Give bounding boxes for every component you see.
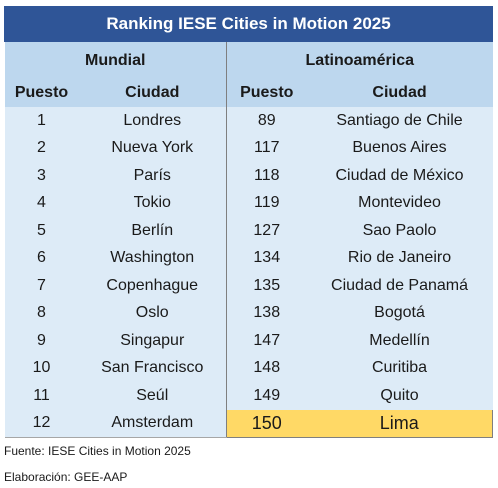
latam-city-cell: Ciudad de Panamá <box>306 272 493 300</box>
latam-city-cell: Lima <box>306 409 494 438</box>
table-row: 9 Singapur 147 Medellín <box>4 327 493 355</box>
table-row: 3 París 118 Ciudad de México <box>4 162 493 190</box>
column-header-row: Puesto Ciudad Puesto Ciudad <box>4 79 493 107</box>
world-rank-cell: 12 <box>4 409 79 438</box>
latam-city-cell: Sao Paolo <box>306 217 493 245</box>
table-title: Ranking IESE Cities in Motion 2025 <box>3 6 494 42</box>
world-city-cell: Tokio <box>78 189 227 217</box>
column-header-latam-city: Ciudad <box>306 79 493 107</box>
column-header-world-rank: Puesto <box>4 79 79 107</box>
latam-city-cell: Quito <box>306 382 493 410</box>
column-header-world-city: Ciudad <box>78 79 227 107</box>
world-city-cell: Seúl <box>78 382 227 410</box>
source-note: Fuente: IESE Cities in Motion 2025 <box>4 444 191 458</box>
latam-city-cell: Rio de Janeiro <box>306 244 493 272</box>
latam-city-cell: Ciudad de México <box>306 162 493 190</box>
latam-rank-cell: 134 <box>226 244 307 272</box>
table-row: 8 Oslo 138 Bogotá <box>4 299 493 327</box>
latam-city-cell: Santiago de Chile <box>306 107 493 135</box>
world-city-cell: Oslo <box>78 299 227 327</box>
world-rank-cell: 5 <box>4 217 79 245</box>
world-rank-cell: 2 <box>4 134 79 162</box>
world-city-cell: París <box>78 162 227 190</box>
table-row: 4 Tokio 119 Montevideo <box>4 189 493 217</box>
group-header-latam: Latinoamérica <box>225 41 493 79</box>
table-row: 11 Seúl 149 Quito <box>4 382 493 410</box>
world-city-cell: Amsterdam <box>78 409 227 438</box>
latam-city-cell: Buenos Aires <box>306 134 493 162</box>
latam-rank-cell: 150 <box>226 409 307 438</box>
group-header-world: Mundial <box>4 41 227 79</box>
world-city-cell: Singapur <box>78 327 227 355</box>
latam-city-cell: Curitiba <box>306 354 493 382</box>
world-rank-cell: 7 <box>4 272 79 300</box>
group-row: Mundial Latinoamérica <box>4 41 493 79</box>
latam-rank-cell: 148 <box>226 354 307 382</box>
latam-rank-cell: 118 <box>226 162 307 190</box>
table-row: 5 Berlín 127 Sao Paolo <box>4 217 493 245</box>
world-city-cell: San Francisco <box>78 354 227 382</box>
table-row: 12 Amsterdam 150 Lima <box>4 409 494 438</box>
table-row: 10 San Francisco 148 Curitiba <box>4 354 493 382</box>
table-row: 7 Copenhague 135 Ciudad de Panamá <box>4 272 493 300</box>
world-city-cell: Washington <box>78 244 227 272</box>
table-row: 2 Nueva York 117 Buenos Aires <box>4 134 493 162</box>
world-rank-cell: 9 <box>4 327 79 355</box>
ranking-table: Ranking IESE Cities in Motion 2025 Mundi… <box>3 6 494 438</box>
title-row: Ranking IESE Cities in Motion 2025 <box>3 6 494 42</box>
latam-rank-cell: 149 <box>226 382 307 410</box>
world-rank-cell: 11 <box>4 382 79 410</box>
latam-city-cell: Bogotá <box>306 299 493 327</box>
latam-rank-cell: 117 <box>226 134 307 162</box>
world-rank-cell: 1 <box>4 107 79 135</box>
latam-city-cell: Montevideo <box>306 189 493 217</box>
latam-city-cell: Medellín <box>306 327 493 355</box>
latam-rank-cell: 119 <box>226 189 307 217</box>
latam-rank-cell: 127 <box>226 217 307 245</box>
world-city-cell: Copenhague <box>78 272 227 300</box>
world-city-cell: Londres <box>78 107 227 135</box>
world-rank-cell: 4 <box>4 189 79 217</box>
world-rank-cell: 8 <box>4 299 79 327</box>
world-city-cell: Berlín <box>78 217 227 245</box>
world-rank-cell: 6 <box>4 244 79 272</box>
world-city-cell: Nueva York <box>78 134 227 162</box>
latam-rank-cell: 135 <box>226 272 307 300</box>
column-header-latam-rank: Puesto <box>226 79 307 107</box>
latam-rank-cell: 89 <box>226 107 307 135</box>
table-row: 6 Washington 134 Rio de Janeiro <box>4 244 493 272</box>
ranking-body: 1 Londres 89 Santiago de Chile 2 Nueva York 11… <box>4 107 494 438</box>
world-rank-cell: 3 <box>4 162 79 190</box>
table-row: 1 Londres 89 Santiago de Chile <box>4 107 493 135</box>
latam-rank-cell: 138 <box>226 299 307 327</box>
author-note: Elaboración: GEE-AAP <box>4 470 128 484</box>
world-rank-cell: 10 <box>4 354 79 382</box>
latam-rank-cell: 147 <box>226 327 307 355</box>
